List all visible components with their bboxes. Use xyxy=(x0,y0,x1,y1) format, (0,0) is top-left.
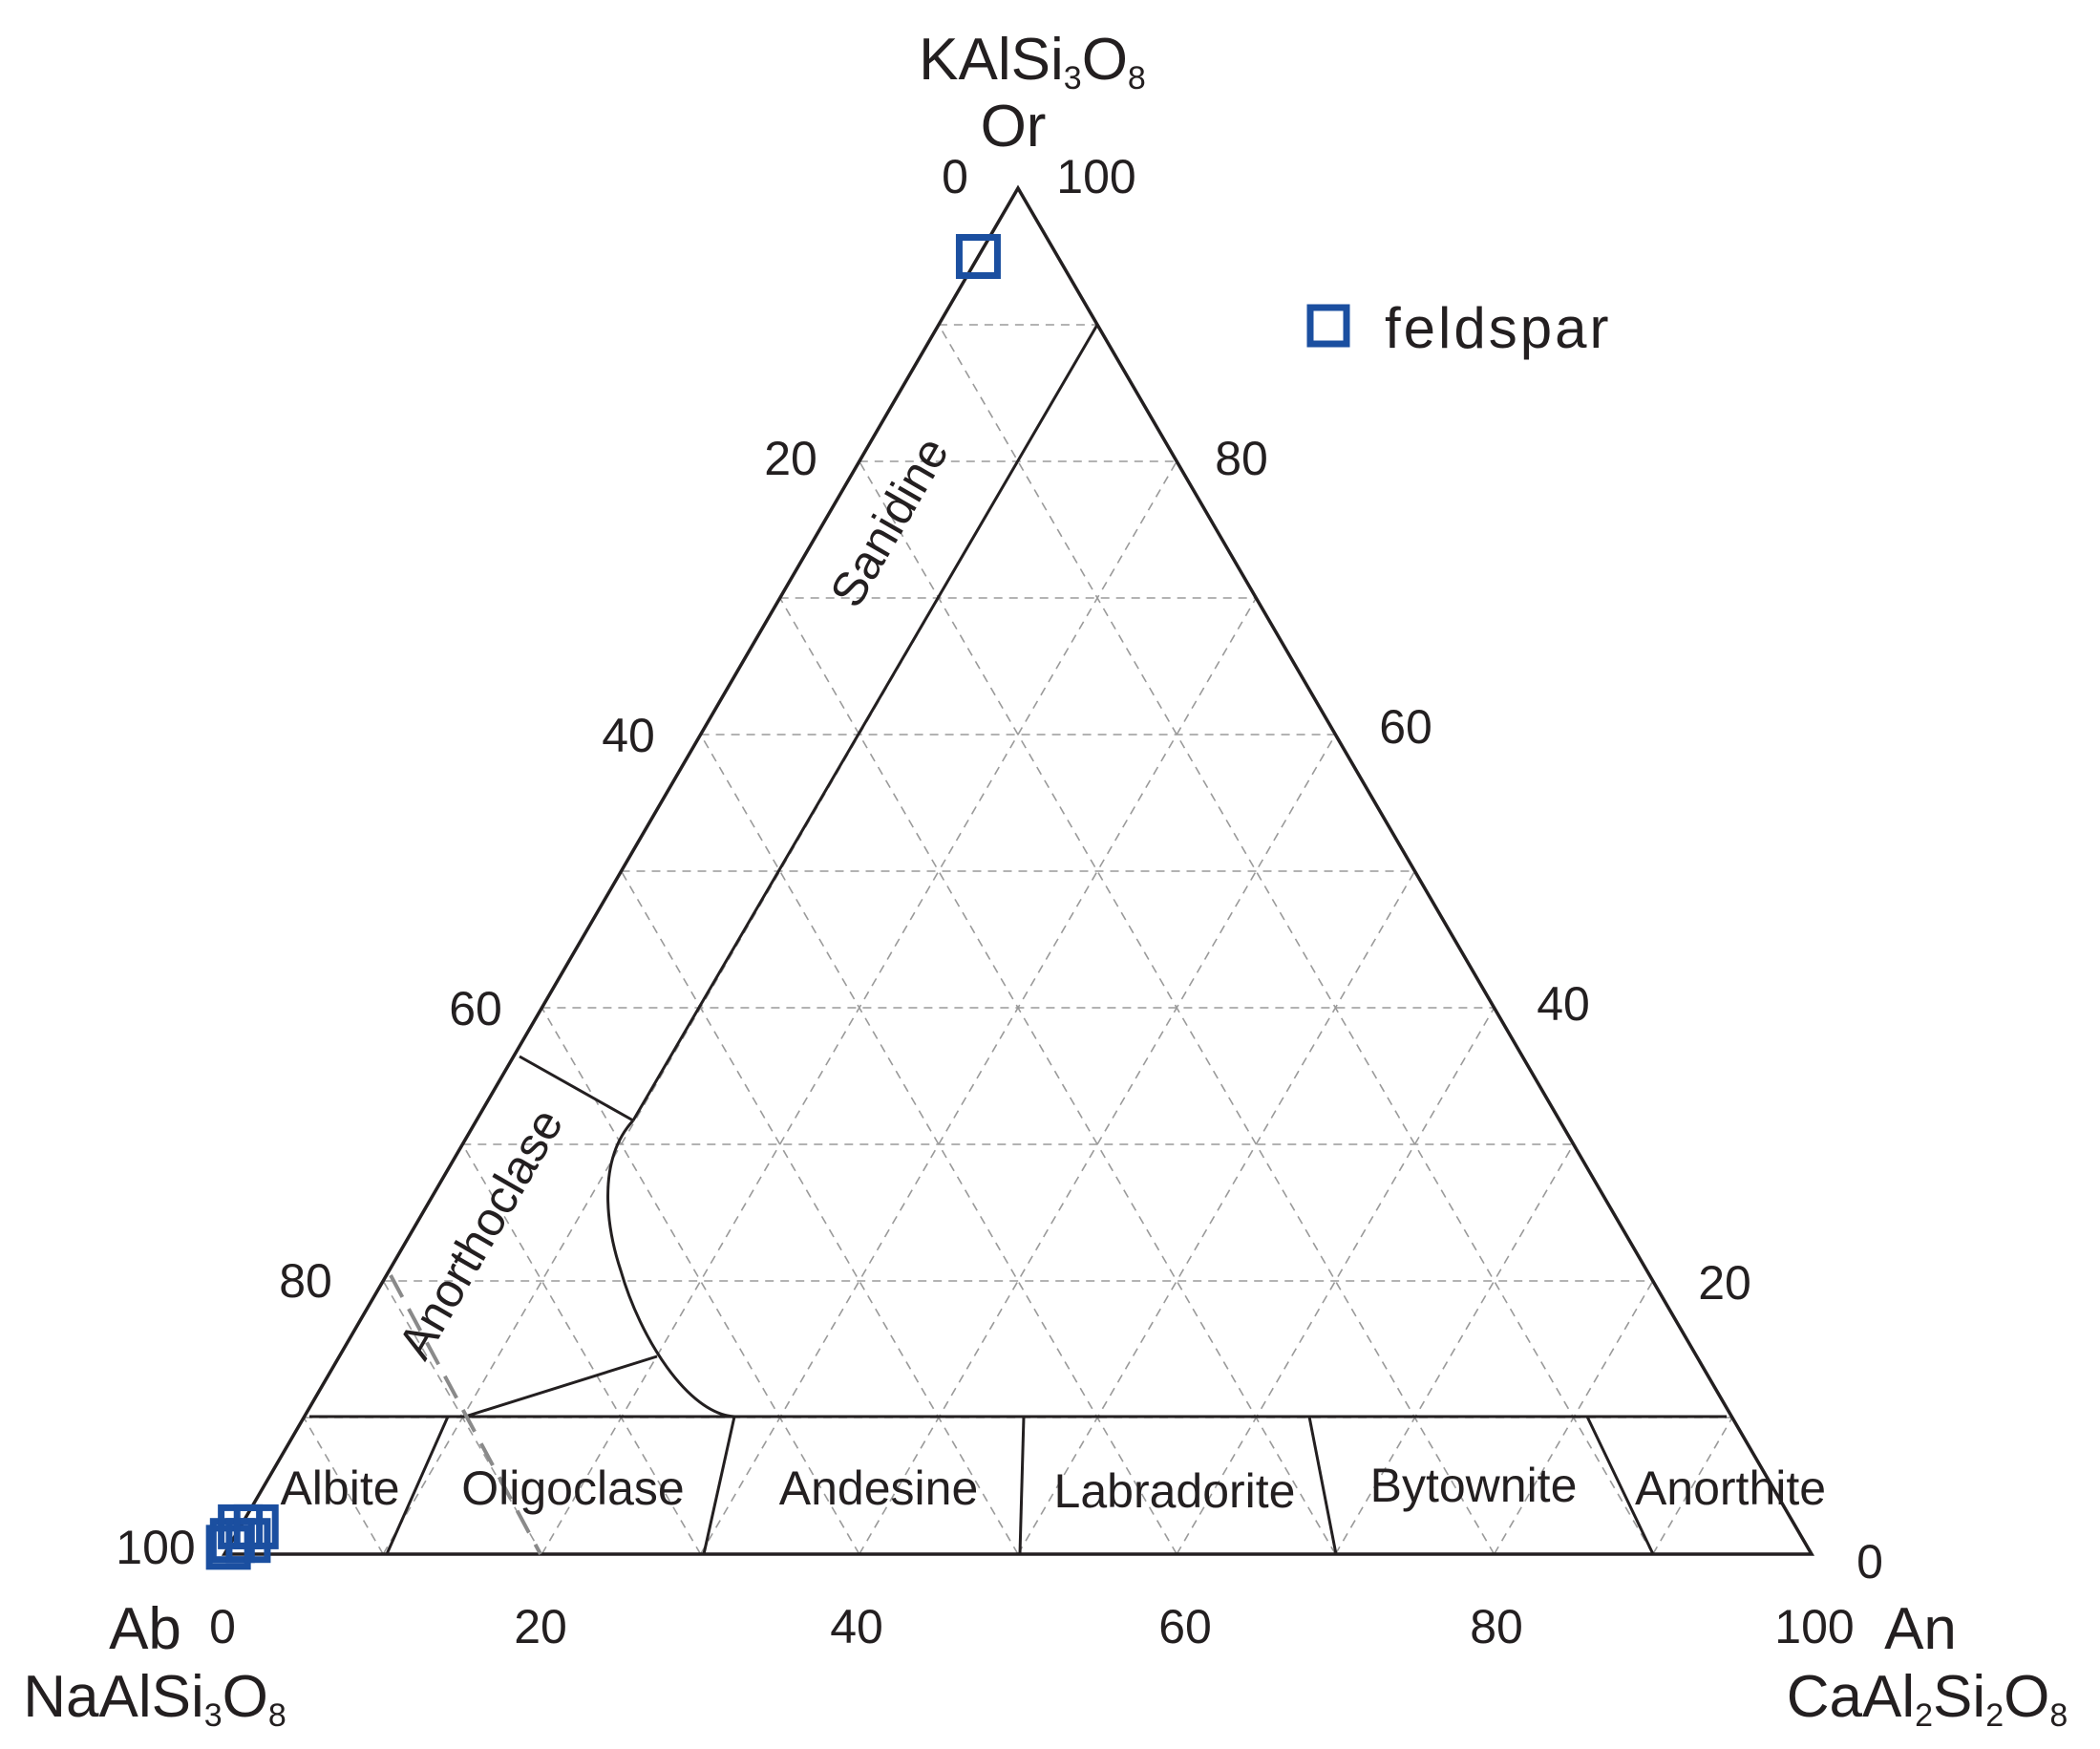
tick-left-60: 60 xyxy=(449,982,502,1035)
boundary-bytownite-anorthite xyxy=(1585,1416,1655,1555)
field-label-sanidine: Sanidine xyxy=(819,428,959,616)
data-points xyxy=(205,234,1001,1570)
boundary-anorthoclase-bottom xyxy=(464,1354,658,1418)
axis-ticks-bottom: 0 20 40 60 80 100 xyxy=(209,1600,1855,1653)
grid-line-ab-50 xyxy=(620,870,1019,1555)
field-label-anorthite: Anorthite xyxy=(1635,1461,1826,1515)
axis-ticks-right: 100 80 60 40 20 0 xyxy=(1056,150,1883,1589)
tick-bottom-60: 60 xyxy=(1158,1600,1212,1653)
tick-left-80: 80 xyxy=(279,1254,332,1308)
tick-left-40: 40 xyxy=(602,709,655,762)
corner-label-ab: Ab NaAlSi3O8 xyxy=(23,1596,286,1734)
legend-square-icon xyxy=(1306,304,1350,348)
boundary-andesine-labradorite xyxy=(1018,1416,1026,1555)
tick-bottom-0: 0 xyxy=(209,1600,236,1653)
boundary-albite-oligoclase xyxy=(385,1416,450,1555)
dashed-boundary-oligoclase xyxy=(389,1274,542,1555)
tick-bottom-100: 100 xyxy=(1774,1600,1854,1653)
tick-right-60: 60 xyxy=(1379,700,1432,754)
grid-lines xyxy=(303,324,1733,1555)
field-label-anorthoclase: Anorthoclase xyxy=(388,1099,573,1368)
grid-line-an-60 xyxy=(1176,1007,1495,1555)
formula-or: KAlSi3O8 xyxy=(919,27,1146,96)
grid-line-an-70 xyxy=(1334,1143,1575,1555)
field-label-andesine: Andesine xyxy=(779,1461,979,1515)
field-label-bytownite: Bytownite xyxy=(1370,1459,1578,1512)
abbr-ab: Ab xyxy=(109,1596,181,1662)
field-labels: Sanidine Anorthoclase Albite Oligoclase … xyxy=(280,428,1826,1518)
data-point-0 xyxy=(955,234,1001,279)
tick-bottom-80: 80 xyxy=(1470,1600,1523,1653)
boundary-sanidine xyxy=(631,324,1099,1121)
field-label-oligoclase: Oligoclase xyxy=(461,1461,684,1515)
grid-line-ab-70 xyxy=(461,1143,702,1555)
tick-bottom-40: 40 xyxy=(830,1600,883,1653)
tick-right-80: 80 xyxy=(1215,432,1268,485)
tick-right-0: 0 xyxy=(1856,1535,1883,1589)
ternary-frame xyxy=(221,184,1815,1556)
corner-label-an: An CaAl2Si2O8 xyxy=(1787,1596,2068,1734)
boundary-alkali-feldspar-curve xyxy=(606,1119,735,1418)
tick-right-100: 100 xyxy=(1056,150,1135,203)
grid-line-an-50 xyxy=(1017,870,1416,1555)
tick-left-0: 0 xyxy=(942,150,968,203)
data-point-5 xyxy=(233,1504,279,1549)
corner-label-or: KAlSi3O8 Or xyxy=(919,27,1146,160)
tick-right-40: 40 xyxy=(1537,977,1590,1031)
tick-left-20: 20 xyxy=(764,432,817,485)
formula-an: CaAl2Si2O8 xyxy=(1787,1664,2068,1734)
tick-bottom-20: 20 xyxy=(514,1600,567,1653)
abbr-or: Or xyxy=(981,94,1047,160)
field-label-albite: Albite xyxy=(280,1461,399,1515)
grid-line-ab-10 xyxy=(938,324,1654,1555)
boundary-anorthoclase-top xyxy=(519,1055,634,1122)
boundary-oligoclase-andesine xyxy=(702,1416,736,1555)
abbr-an: An xyxy=(1884,1596,1957,1662)
grid-line-an-90 xyxy=(1652,1417,1733,1555)
field-boundaries xyxy=(309,324,1727,1555)
tick-right-20: 20 xyxy=(1698,1256,1751,1310)
tick-left-100: 100 xyxy=(116,1521,195,1574)
boundary-labradorite-bytownite xyxy=(1307,1416,1338,1555)
grid-line-an-30 xyxy=(699,597,1257,1555)
formula-ab: NaAlSi3O8 xyxy=(23,1664,286,1734)
legend-label: feldspar xyxy=(1385,296,1611,360)
field-label-labradorite: Labradorite xyxy=(1054,1464,1296,1518)
grid-line-ab-90 xyxy=(303,1417,384,1555)
legend: feldspar xyxy=(1306,296,1611,360)
axis-ticks-left: 0 20 40 60 80 100 xyxy=(116,150,968,1574)
grid-line-ab-30 xyxy=(779,597,1337,1555)
